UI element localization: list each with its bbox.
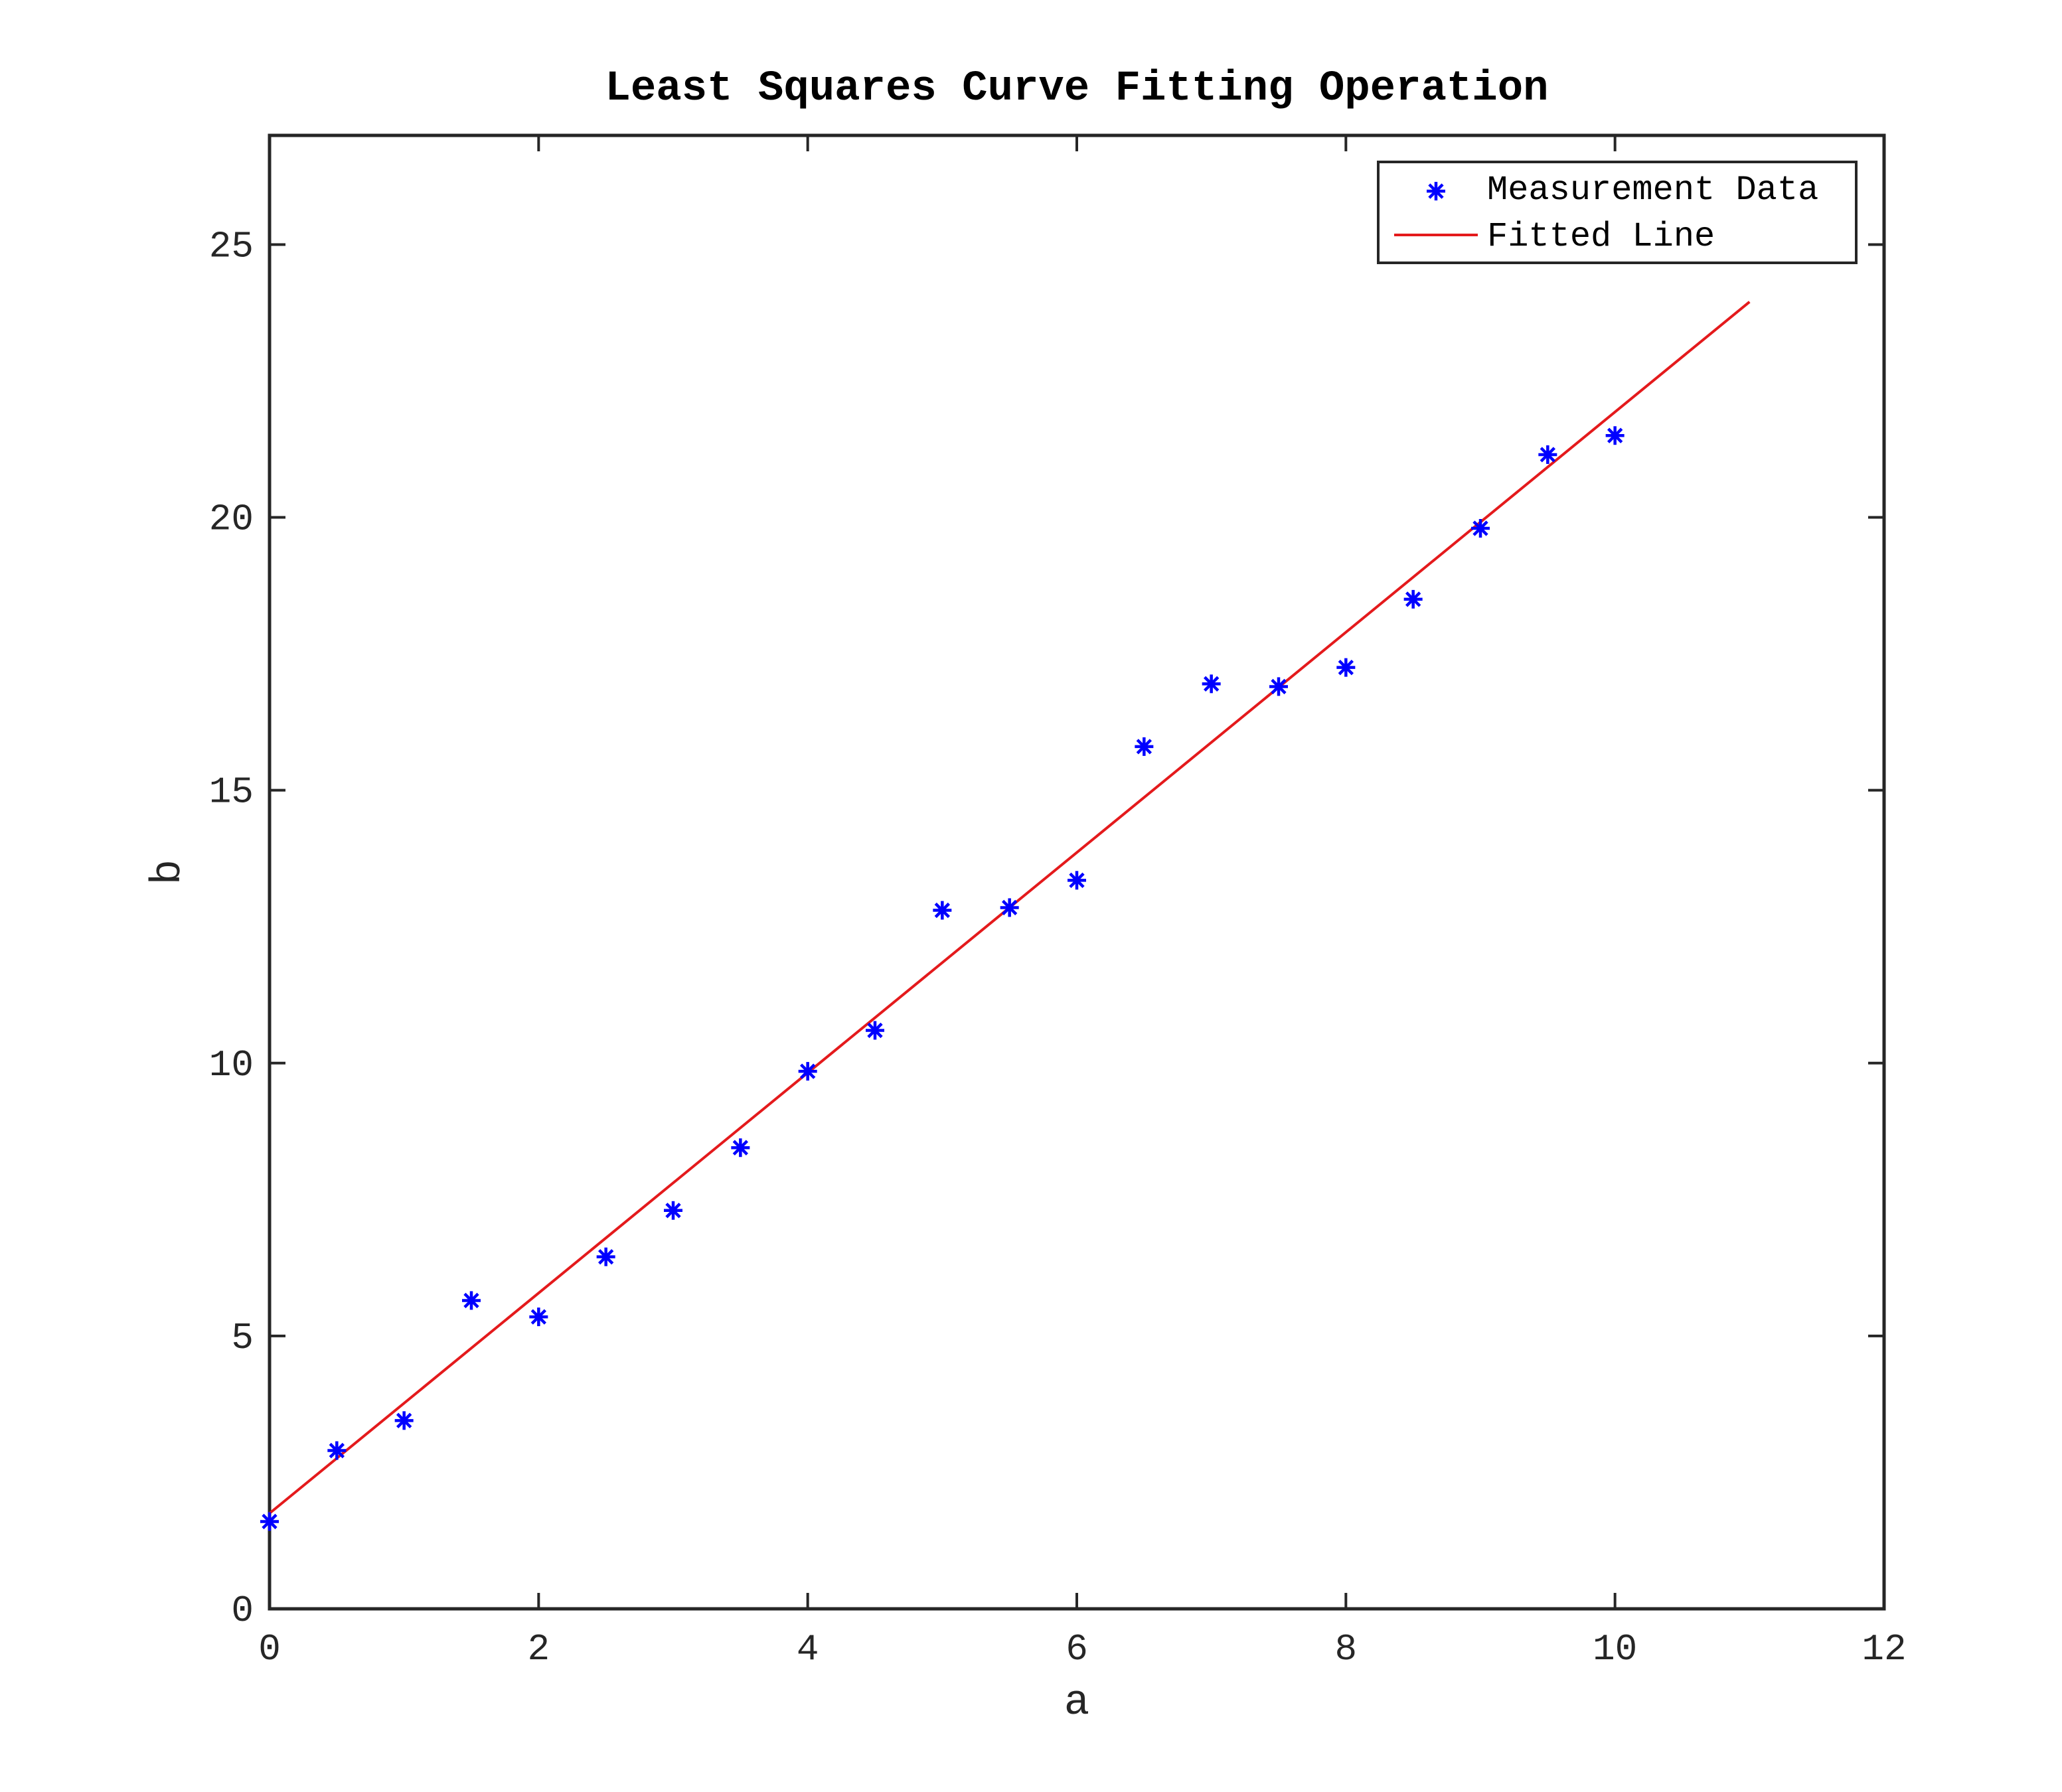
x-tick-label: 4: [797, 1628, 819, 1671]
legend-box: [1377, 161, 1858, 264]
y-axis-label: b: [145, 859, 193, 885]
x-axis-label: a: [1064, 1679, 1089, 1727]
y-tick-label: 15: [209, 771, 254, 814]
measurement-point: [1068, 871, 1086, 890]
legend-measurement-marker: [1427, 182, 1445, 200]
measurement-point: [664, 1201, 682, 1220]
measurement-point: [1135, 737, 1154, 756]
measurement-point: [1336, 658, 1356, 677]
measurement-point: [1202, 674, 1221, 694]
x-tick-label: 2: [528, 1628, 550, 1671]
measurement-point: [731, 1138, 750, 1157]
measurement-point: [260, 1512, 279, 1531]
measurement-point: [866, 1021, 884, 1040]
measurement-point: [1471, 519, 1490, 538]
y-tick-label: 0: [231, 1590, 254, 1632]
measurement-point: [462, 1291, 481, 1310]
chart-title: Least Squares Curve Fitting Operation: [605, 65, 1548, 113]
legend-label-fitted-line: Fitted Line: [1487, 217, 1715, 256]
legend: Measurement Data Fitted Line: [1377, 161, 1858, 264]
measurement-point: [1605, 426, 1625, 445]
x-tick-label: 0: [258, 1628, 281, 1671]
measurement-point: [1269, 677, 1288, 696]
y-tick-label: 5: [231, 1317, 254, 1359]
y-tick-label: 25: [209, 225, 254, 267]
tick-layer: 0 2 4 6 8 10 12 0 5 10 15 20 25: [209, 135, 1907, 1671]
measurement-point: [1538, 445, 1557, 464]
legend-label-measurement-data: Measurement Data: [1487, 171, 1818, 210]
measurement-point: [1403, 589, 1423, 609]
measurement-point: [596, 1247, 615, 1266]
measurement-marker-layer: [260, 426, 1625, 1531]
y-tick-label: 10: [209, 1044, 254, 1086]
measurement-point: [327, 1441, 347, 1460]
measurement-point: [933, 901, 952, 920]
legend-asterisk-icon: [1427, 182, 1445, 200]
measurement-point: [1000, 898, 1019, 917]
x-tick-label: 8: [1335, 1628, 1358, 1671]
x-tick-label: 10: [1593, 1628, 1637, 1671]
measurement-point: [798, 1062, 817, 1081]
y-tick-label: 20: [209, 498, 254, 541]
measurement-point: [394, 1411, 414, 1430]
x-tick-label: 6: [1066, 1628, 1088, 1671]
x-tick-label: 12: [1862, 1628, 1906, 1671]
measurement-point: [529, 1307, 548, 1327]
